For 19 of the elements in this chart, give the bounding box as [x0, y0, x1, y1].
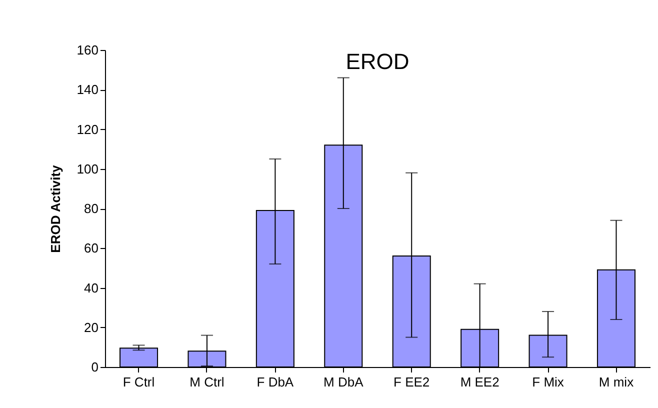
chart-title: EROD: [346, 49, 410, 74]
y-tick-label: 80: [84, 201, 98, 216]
y-tick-label: 0: [91, 360, 98, 374]
y-tick-label: 40: [84, 280, 98, 296]
x-tick-label: M EE2: [460, 374, 500, 390]
y-tick-label: 20: [84, 320, 98, 335]
x-tick-label: M DbA: [324, 374, 364, 390]
y-tick-label: 60: [84, 240, 98, 256]
x-tick-label: M mix: [598, 374, 634, 390]
y-axis-title: EROD Activity: [48, 164, 63, 253]
y-tick-label: 100: [76, 161, 98, 176]
x-tick-label: F EE2: [394, 374, 430, 390]
x-tick-label: F DbA: [256, 374, 294, 390]
y-tick-label: 160: [76, 42, 98, 58]
x-tick-label: F Mix: [532, 374, 564, 390]
y-tick-label: 120: [76, 122, 98, 137]
y-tick-label: 140: [76, 82, 98, 98]
x-tick-label: M Ctrl: [190, 374, 224, 390]
x-tick-label: F Ctrl: [122, 374, 155, 390]
